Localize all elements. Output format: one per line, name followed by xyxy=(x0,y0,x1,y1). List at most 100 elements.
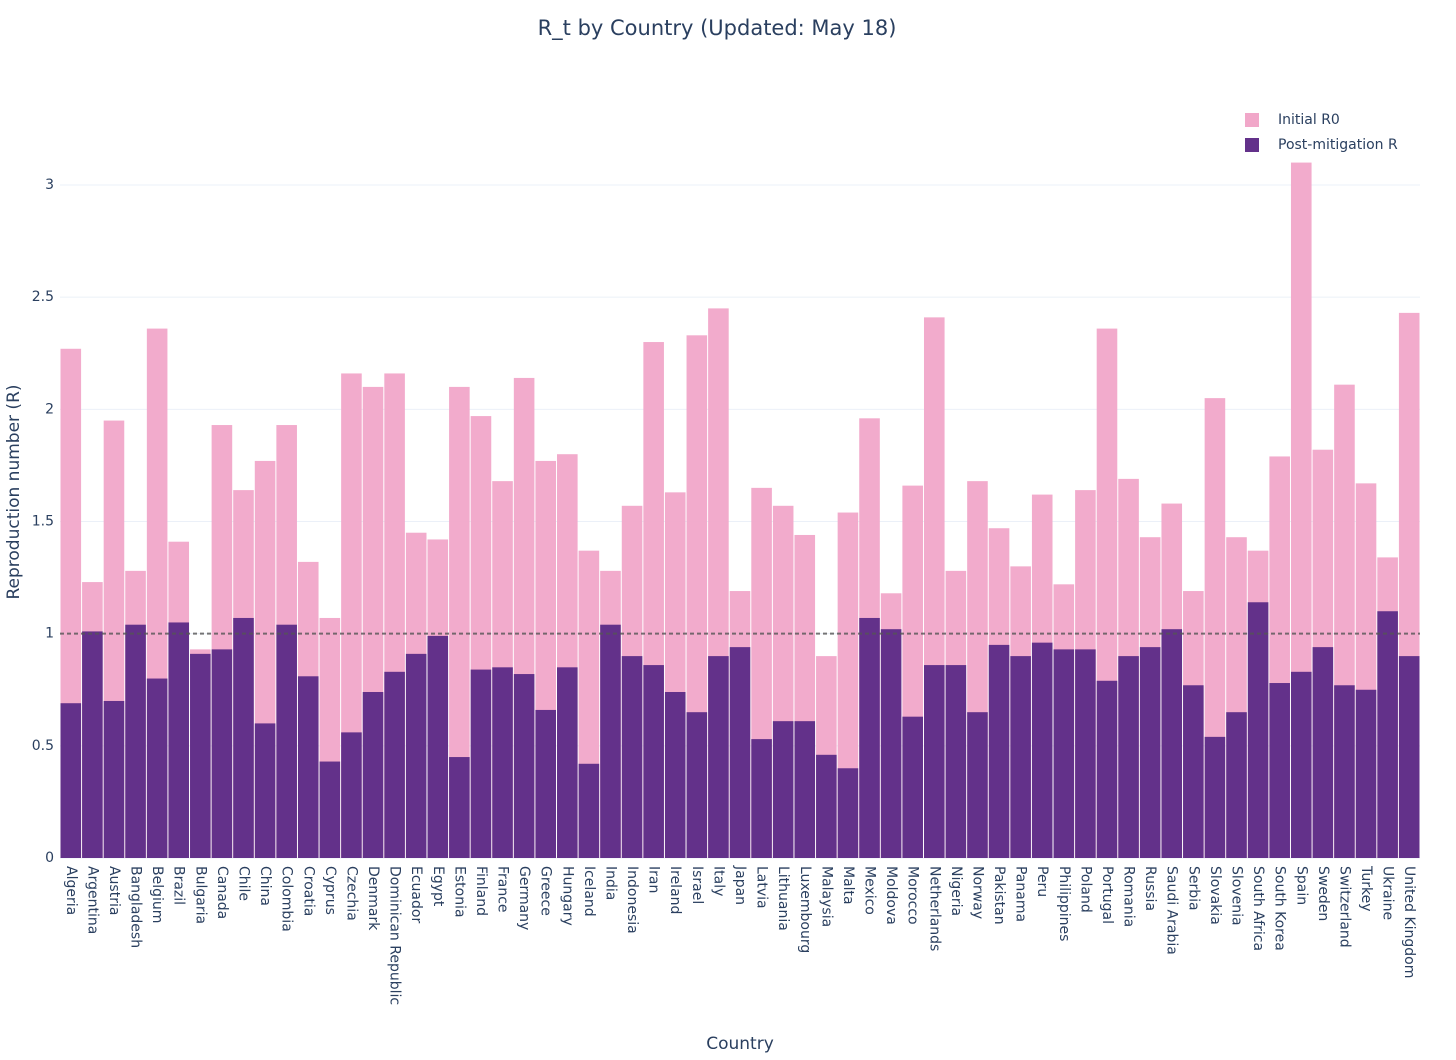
legend-label: Initial R0 xyxy=(1278,112,1340,128)
bar xyxy=(664,691,686,858)
x-tick-label: Cyprus xyxy=(322,866,338,915)
bar xyxy=(600,624,621,858)
y-tick-label: 0.5 xyxy=(32,738,54,754)
bar xyxy=(362,691,384,858)
x-tick-label: Sweden xyxy=(1315,866,1331,921)
x-tick-label: Pakistan xyxy=(991,866,1007,925)
bar xyxy=(1334,685,1355,858)
x-tick-label: Poland xyxy=(1077,866,1093,913)
bar xyxy=(427,635,449,858)
bar xyxy=(621,656,643,858)
bar xyxy=(1183,685,1204,858)
x-tick-label: Japan xyxy=(732,865,748,905)
bar xyxy=(125,624,146,858)
bar xyxy=(146,678,168,858)
bar xyxy=(211,649,233,858)
x-tick-label: Nigeria xyxy=(948,866,964,916)
x-tick-label: Netherlands xyxy=(926,866,942,951)
x-tick-label: China xyxy=(257,866,273,906)
bar xyxy=(945,665,967,858)
bar xyxy=(190,653,211,858)
x-tick-label: United Kingdom xyxy=(1401,866,1417,978)
y-axis-title: Reproduction number (R) xyxy=(4,384,24,599)
bar xyxy=(1118,656,1139,858)
bar xyxy=(1377,611,1398,858)
x-tick-label: Italy xyxy=(710,866,726,896)
bar xyxy=(1010,656,1031,858)
x-tick-label: Ireland xyxy=(667,866,683,914)
bar xyxy=(1075,649,1096,858)
x-tick-label: Peru xyxy=(1034,866,1050,897)
bar xyxy=(578,763,600,858)
x-tick-label: Norway xyxy=(969,866,985,919)
x-tick-label: Switzerland xyxy=(1336,866,1352,948)
x-tick-label: Denmark xyxy=(365,866,381,931)
bar xyxy=(1398,656,1420,858)
x-tick-label: Moldova xyxy=(883,866,899,925)
x-tick-label: Slovenia xyxy=(1229,866,1245,926)
y-tick-label: 3 xyxy=(45,177,54,193)
y-tick-label: 0 xyxy=(45,850,54,866)
x-tick-label: Panama xyxy=(1013,866,1029,922)
bar xyxy=(708,656,729,858)
bar xyxy=(1053,649,1075,858)
y-tick-label: 1.5 xyxy=(32,514,54,530)
bar xyxy=(1096,680,1118,858)
x-tick-label: Hungary xyxy=(559,866,575,926)
bar xyxy=(405,653,427,858)
bar xyxy=(341,732,362,858)
x-tick-label: Portugal xyxy=(1099,866,1115,924)
bar xyxy=(902,716,923,858)
x-tick-label: Romania xyxy=(1121,866,1137,927)
x-tick-label: Ecuador xyxy=(408,866,424,923)
x-tick-label: Luxembourg xyxy=(797,866,813,953)
x-tick-label: Brazil xyxy=(171,866,187,905)
x-tick-label: Canada xyxy=(214,866,230,919)
x-tick-label: Philippines xyxy=(1056,866,1072,941)
x-tick-label: Egypt xyxy=(430,866,446,907)
x-tick-label: Algeria xyxy=(63,866,79,915)
x-tick-label: Slovakia xyxy=(1207,866,1223,925)
bar xyxy=(1269,683,1290,858)
bar xyxy=(880,629,902,858)
x-tick-label: Serbia xyxy=(1185,866,1201,911)
chart-title: R_t by Country (Updated: May 18) xyxy=(538,16,897,41)
bar xyxy=(837,768,859,858)
x-tick-label: Bulgaria xyxy=(192,866,208,924)
bar xyxy=(276,624,297,858)
bar xyxy=(1312,647,1334,858)
bar xyxy=(449,757,470,858)
x-tick-label: Lithuania xyxy=(775,866,791,931)
x-tick-label: Chile xyxy=(235,866,251,901)
x-tick-label: Ukraine xyxy=(1380,866,1396,920)
bar xyxy=(643,665,664,858)
bar xyxy=(1247,602,1269,858)
bar xyxy=(1161,629,1183,858)
bar xyxy=(82,631,103,858)
x-tick-label: Turkey xyxy=(1358,865,1374,912)
bar xyxy=(492,667,513,858)
x-tick-label: Croatia xyxy=(300,866,316,916)
bar xyxy=(859,617,880,858)
x-tick-label: Indonesia xyxy=(624,866,640,934)
bar xyxy=(1031,642,1053,858)
x-tick-label: Morocco xyxy=(905,866,921,925)
bar xyxy=(557,667,578,858)
x-tick-label: Argentina xyxy=(84,866,100,934)
bar xyxy=(1226,712,1247,858)
bar xyxy=(449,386,470,858)
bar xyxy=(1204,736,1226,858)
bar xyxy=(1290,671,1312,858)
x-tick-label: Austria xyxy=(106,866,122,915)
x-tick-label: Iran xyxy=(646,866,662,893)
x-tick-label: Germany xyxy=(516,866,532,930)
x-tick-label: Greece xyxy=(538,866,554,916)
bar xyxy=(470,669,492,858)
x-tick-label: Belgium xyxy=(149,866,165,923)
x-tick-label: Malaysia xyxy=(818,866,834,927)
bar xyxy=(988,644,1010,858)
bar xyxy=(103,700,125,858)
x-tick-label: Malta xyxy=(840,866,856,905)
bar xyxy=(513,674,535,858)
